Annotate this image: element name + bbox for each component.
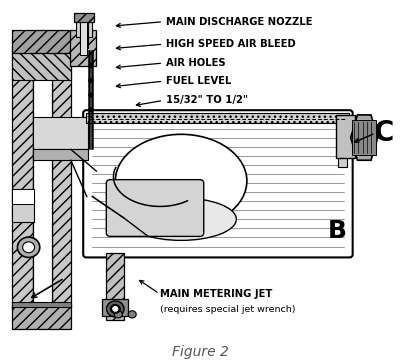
Bar	[102, 299, 128, 316]
Bar	[12, 189, 34, 204]
Bar	[12, 53, 71, 80]
Bar	[74, 13, 94, 23]
Bar	[32, 117, 88, 149]
Text: 15/32" TO 1/2": 15/32" TO 1/2"	[166, 95, 248, 106]
Bar	[12, 189, 34, 222]
Text: MAIN METERING JET: MAIN METERING JET	[160, 289, 272, 299]
Bar	[80, 17, 88, 48]
Bar	[70, 30, 96, 66]
FancyBboxPatch shape	[83, 110, 353, 257]
Bar	[106, 253, 124, 320]
Bar	[52, 46, 71, 307]
Polygon shape	[351, 115, 378, 160]
Bar	[76, 17, 92, 37]
Circle shape	[106, 301, 124, 317]
Circle shape	[89, 64, 93, 68]
Text: FUEL LEVEL: FUEL LEVEL	[166, 76, 232, 86]
Bar	[338, 151, 348, 167]
Circle shape	[18, 237, 40, 257]
FancyBboxPatch shape	[106, 180, 204, 236]
Text: B: B	[328, 219, 347, 243]
Text: AIR HOLES: AIR HOLES	[166, 58, 226, 68]
Circle shape	[89, 93, 93, 97]
Circle shape	[110, 305, 120, 313]
Ellipse shape	[115, 134, 247, 228]
Circle shape	[128, 311, 136, 318]
Ellipse shape	[126, 198, 236, 240]
Circle shape	[113, 307, 118, 311]
Text: (requires special jet wrench): (requires special jet wrench)	[160, 305, 296, 314]
Bar	[12, 46, 32, 307]
Circle shape	[114, 311, 122, 318]
Bar	[352, 120, 376, 155]
Text: Figure 2: Figure 2	[172, 345, 228, 359]
Bar	[12, 305, 71, 329]
Bar	[336, 115, 356, 158]
Text: MAIN DISCHARGE NOZZLE: MAIN DISCHARGE NOZZLE	[166, 17, 313, 27]
Bar	[32, 149, 88, 160]
Circle shape	[89, 79, 93, 82]
Text: HIGH SPEED AIR BLEED: HIGH SPEED AIR BLEED	[166, 39, 296, 49]
Circle shape	[23, 242, 34, 253]
Bar	[80, 23, 87, 55]
Text: C: C	[373, 119, 394, 147]
Bar	[12, 302, 71, 307]
Circle shape	[89, 108, 93, 111]
Bar	[12, 30, 71, 53]
Bar	[32, 46, 52, 307]
Bar	[86, 113, 350, 123]
